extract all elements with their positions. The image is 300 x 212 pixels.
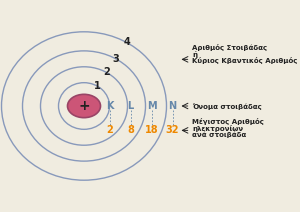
Text: 8: 8 (127, 125, 134, 135)
Text: 2: 2 (106, 125, 113, 135)
Text: Μέγιστος Αριθμός: Μέγιστος Αριθμός (192, 118, 264, 126)
Text: ανά στοιβάδα: ανά στοιβάδα (192, 131, 246, 138)
Text: ή: ή (192, 50, 197, 58)
Text: 18: 18 (145, 125, 158, 135)
Text: Αριθμός Στοιβάδας: Αριθμός Στοιβάδας (192, 44, 267, 51)
Text: +: + (78, 99, 90, 113)
Text: M: M (147, 101, 156, 111)
Text: 3: 3 (112, 54, 119, 64)
Text: Κύριος Κβαντικός Αριθμός: Κύριος Κβαντικός Αριθμός (192, 57, 297, 64)
Circle shape (68, 94, 100, 118)
Text: Όνομα στοιβάδας: Όνομα στοιβάδας (192, 102, 262, 110)
Text: L: L (128, 101, 134, 111)
Text: N: N (168, 101, 177, 111)
Text: K: K (106, 101, 113, 111)
Text: ηλεκτρονίων: ηλεκτρονίων (192, 125, 243, 132)
Text: 2: 2 (103, 67, 110, 77)
Text: 32: 32 (166, 125, 179, 135)
Text: 1: 1 (94, 81, 101, 91)
Text: 4: 4 (123, 37, 130, 47)
